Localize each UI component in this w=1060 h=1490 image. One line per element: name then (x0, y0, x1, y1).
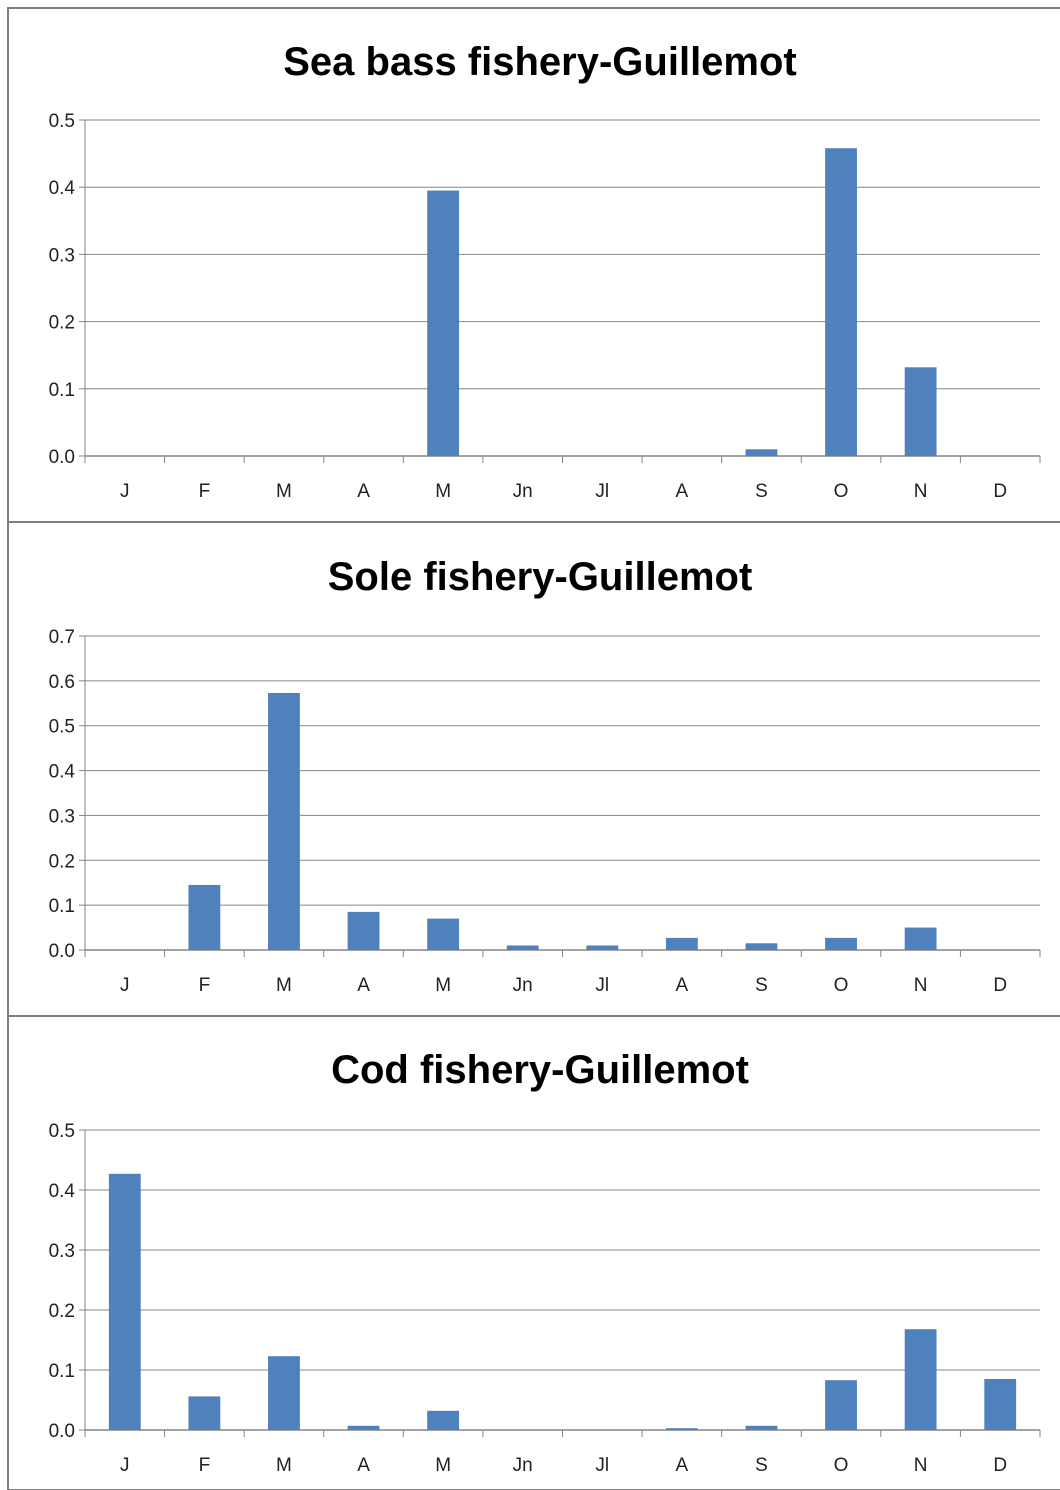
x-tick-label: Jn (513, 481, 533, 502)
x-tick-label: M (435, 975, 451, 996)
bar-D (984, 1379, 1017, 1430)
chart-panel-1: Sea bass fishery-Guillemot 0.0 0.1 0.2 0.3 0.… (7, 7, 1060, 523)
x-tick-label: S (755, 481, 768, 502)
y-tick-label: 0.4 (49, 178, 76, 199)
y-tick-label: 0.3 (49, 245, 75, 266)
bar-A (347, 1425, 380, 1430)
bar-J (108, 1173, 141, 1430)
y-tick-label: 0.5 (49, 111, 75, 132)
bar-S (745, 449, 778, 456)
bar-S (745, 1425, 778, 1430)
x-tick-label: M (276, 1455, 292, 1476)
x-tick-label: Jl (595, 1455, 609, 1476)
bar-M (427, 190, 460, 456)
bar-Jl (586, 945, 619, 950)
y-tick-label: 0.5 (49, 717, 75, 738)
x-tick-label: A (357, 481, 370, 502)
bar-M (427, 1410, 460, 1430)
bar-F (188, 1396, 221, 1430)
y-tick-label: 0.2 (49, 851, 75, 872)
x-tick-label: O (834, 481, 849, 502)
bar-N (904, 927, 937, 950)
x-tick-label: S (755, 975, 768, 996)
bar-M (268, 692, 300, 950)
bar-N (904, 367, 937, 456)
y-tick-label: 0.2 (49, 313, 75, 334)
y-tick-label: 0.3 (49, 1241, 75, 1262)
x-tick-label: F (199, 1455, 211, 1476)
x-tick-label: O (834, 1455, 849, 1476)
x-tick-label: A (676, 1455, 689, 1476)
y-tick-label: 0.1 (49, 1361, 75, 1382)
y-tick-label: 0.0 (49, 447, 75, 468)
bar-S (745, 943, 778, 950)
chart-panel-3: Cod fishery-Guillemot 0.0 0.1 0.2 0.3 0.4 0.5 J… (7, 1015, 1060, 1490)
y-tick-label: 0.0 (49, 941, 75, 962)
x-tick-label: Jl (595, 975, 609, 996)
x-tick-label: F (199, 975, 211, 996)
chart-title: Sea bass fishery-Guillemot (283, 40, 797, 84)
bar-O (825, 1380, 857, 1430)
x-tick-label: S (755, 1455, 768, 1476)
y-tick-label: 0.5 (49, 1121, 75, 1142)
x-tick-label: J (120, 975, 130, 996)
y-tick-label: 0.0 (49, 1421, 75, 1442)
x-tick-label: N (914, 975, 928, 996)
chart-title: Cod fishery-Guillemot (331, 1048, 749, 1092)
y-tick-label: 0.1 (49, 896, 75, 917)
panel-border (7, 7, 1060, 523)
y-tick-label: 0.4 (49, 762, 76, 783)
x-tick-label: D (993, 481, 1007, 502)
x-tick-label: N (914, 1455, 928, 1476)
bar-F (188, 884, 221, 950)
x-tick-label: M (435, 481, 451, 502)
x-tick-label: O (834, 975, 849, 996)
bar-O (825, 148, 857, 456)
y-tick-label: 0.6 (49, 672, 75, 693)
x-tick-label: A (676, 481, 689, 502)
x-tick-label: A (676, 975, 689, 996)
panel-border (7, 1015, 1060, 1490)
x-tick-label: F (199, 481, 211, 502)
x-tick-label: J (120, 481, 130, 502)
x-tick-label: Jn (513, 1455, 533, 1476)
bar-M (427, 918, 460, 950)
chart-title: Sole fishery-Guillemot (328, 555, 753, 599)
x-tick-label: D (993, 1455, 1007, 1476)
x-tick-label: D (993, 975, 1007, 996)
y-tick-label: 0.2 (49, 1301, 75, 1322)
bar-A (665, 937, 698, 950)
x-tick-label: N (914, 481, 928, 502)
x-tick-label: M (435, 1455, 451, 1476)
bar-M (268, 1356, 300, 1430)
x-tick-label: M (276, 481, 292, 502)
x-tick-label: A (357, 1455, 370, 1476)
x-tick-label: Jl (595, 481, 609, 502)
x-tick-label: Jn (513, 975, 533, 996)
x-tick-label: A (357, 975, 370, 996)
x-tick-label: J (120, 1455, 130, 1476)
bar-N (904, 1329, 937, 1430)
bar-A (665, 1428, 698, 1430)
panel-border (7, 521, 1060, 1017)
y-tick-label: 0.3 (49, 806, 75, 827)
y-tick-label: 0.7 (49, 627, 75, 648)
y-tick-label: 0.1 (49, 380, 75, 401)
bar-Jn (506, 945, 539, 950)
bar-O (825, 937, 857, 950)
y-tick-label: 0.4 (49, 1181, 76, 1202)
x-tick-label: M (276, 975, 292, 996)
bar-A (347, 911, 380, 950)
chart-panel-2: Sole fishery-Guillemot 0.0 0.1 0.2 0.3 0.4 0.5… (7, 521, 1060, 1017)
